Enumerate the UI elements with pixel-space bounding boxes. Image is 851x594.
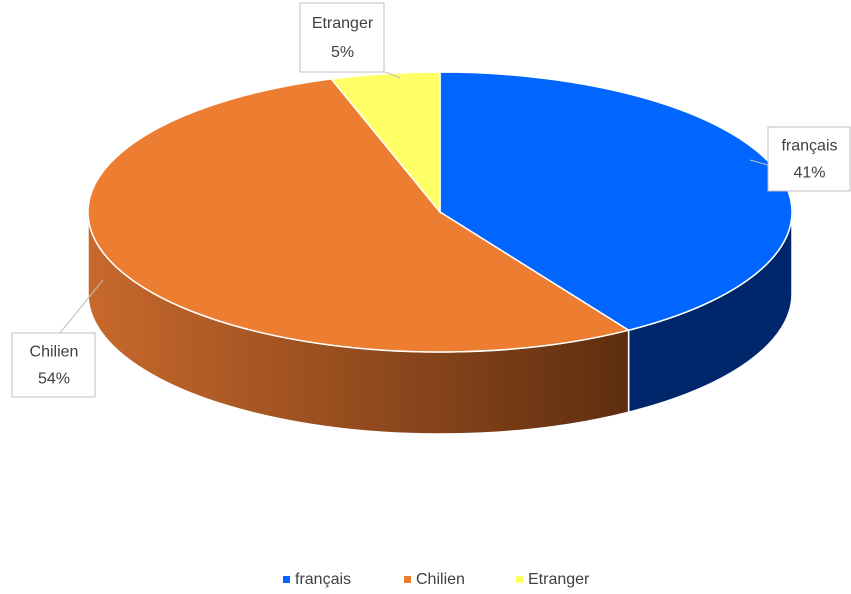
legend-swatch bbox=[404, 576, 411, 583]
legend-swatch bbox=[516, 576, 523, 583]
data-label-box bbox=[767, 126, 851, 192]
data-label-value: 41% bbox=[793, 164, 825, 181]
data-label-category: Etranger bbox=[312, 15, 374, 32]
legend-label: français bbox=[295, 571, 351, 588]
legend: français Chilien Etranger bbox=[283, 571, 590, 588]
data-label-category: français bbox=[781, 137, 837, 154]
legend-label: Etranger bbox=[528, 571, 590, 588]
data-label-box bbox=[11, 332, 96, 398]
pie-slice bbox=[329, 71, 441, 215]
leader-line bbox=[749, 159, 769, 166]
legend-swatch bbox=[283, 576, 290, 583]
legend-label: Chilien bbox=[416, 571, 465, 588]
leader-line bbox=[59, 279, 104, 334]
data-label-value: 54% bbox=[38, 370, 70, 387]
data-label-box bbox=[299, 2, 385, 73]
data-label-value: 5% bbox=[331, 44, 354, 61]
leader-line bbox=[384, 71, 401, 79]
pie-slice bbox=[87, 78, 631, 353]
data-label-category: Chilien bbox=[30, 343, 79, 360]
